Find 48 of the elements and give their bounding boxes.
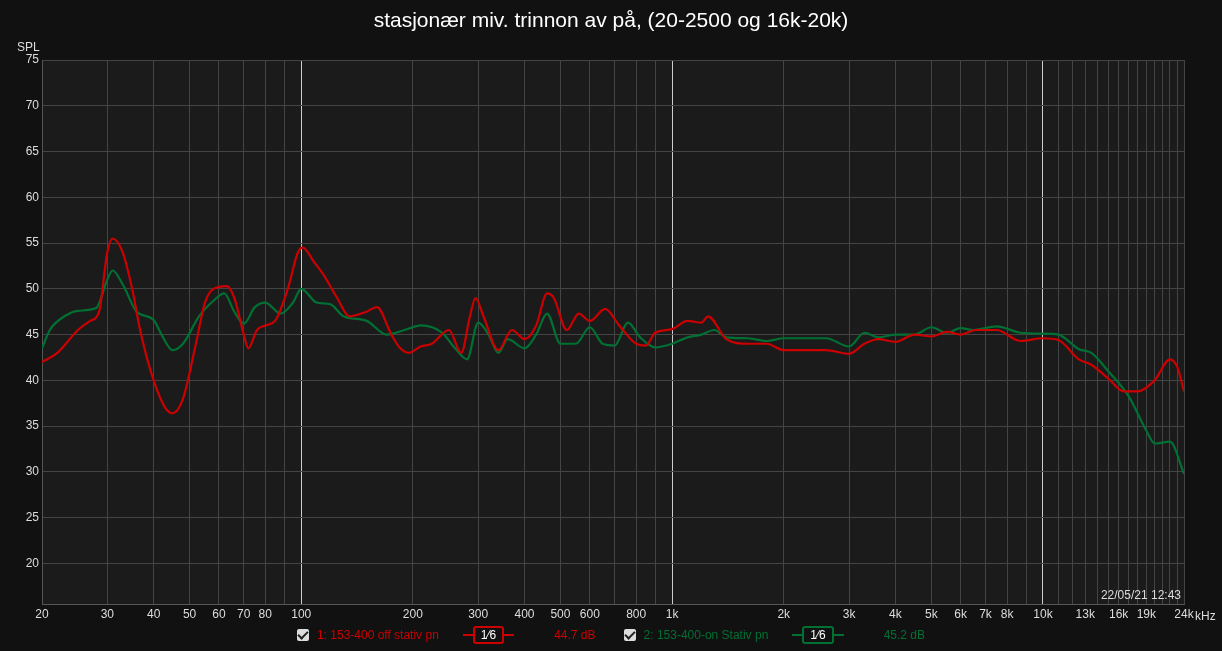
x-tick-label: 19k xyxy=(1136,607,1158,622)
x-tick-label: 500 xyxy=(550,607,571,622)
text: 2: 153-400-on Stativ pn xyxy=(643,628,769,642)
text: 1⁄6 xyxy=(802,626,834,644)
x-tick-label: 3k xyxy=(842,607,857,622)
x-tick-label: 800 xyxy=(626,607,647,622)
x-tick-label: 200 xyxy=(402,607,424,622)
y-tick-label: 55 xyxy=(25,235,40,250)
text: 45.2 dB xyxy=(883,628,926,642)
x-tick-label: 16k xyxy=(1109,607,1130,622)
x-tick-label: 70 xyxy=(237,607,251,622)
x-tick-label: 2k xyxy=(777,607,792,622)
x-tick-label: 1k xyxy=(665,607,680,622)
y-tick-label: 70 xyxy=(25,98,40,113)
x-tick-label: 30 xyxy=(100,607,115,622)
y-tick-label: 25 xyxy=(25,509,40,524)
text: 44.7 dB xyxy=(554,628,596,642)
x-tick-label: 8k xyxy=(1000,607,1015,622)
x-tick-label: 600 xyxy=(579,607,601,622)
x-tick-label: 100 xyxy=(291,607,312,622)
x-tick-label: 50 xyxy=(182,607,197,622)
y-tick-label: 40 xyxy=(25,372,40,387)
chart-title: stasjonær miv. trinnon av på, (20-2500 og 16k-20k) xyxy=(372,8,850,32)
x-tick-label: 40 xyxy=(146,607,161,622)
y-tick-label: 35 xyxy=(25,418,40,433)
x-tick-label: 6k xyxy=(954,607,969,622)
x-tick-label: 300 xyxy=(468,607,489,622)
y-tick-label: 20 xyxy=(25,555,40,570)
x-tick-label: 400 xyxy=(514,607,535,622)
x-tick-label: 10k xyxy=(1033,607,1054,622)
y-tick-label: 30 xyxy=(25,464,40,479)
y-tick-label: 45 xyxy=(25,326,40,341)
y-tick-label: 50 xyxy=(25,281,40,296)
x-axis-title: kHz xyxy=(1195,608,1216,623)
x-tick-label: 5k xyxy=(925,607,939,622)
x-tick-label: 24k xyxy=(1174,607,1195,622)
annotation: 22/05/21 12:43 xyxy=(1100,587,1181,602)
y-tick-label: 60 xyxy=(25,189,40,204)
y-tick-label: 75 xyxy=(25,52,40,67)
y-axis-title: SPL xyxy=(17,40,40,54)
x-tick-label: 80 xyxy=(258,607,273,622)
x-tick-label: 7k xyxy=(979,607,993,622)
x-tick-label: 4k xyxy=(889,607,903,622)
text: 1⁄6 xyxy=(472,626,505,644)
y-tick-label: 65 xyxy=(25,143,40,158)
text: 1: 153-400 off stativ pn xyxy=(316,628,439,642)
x-tick-label: 13k xyxy=(1075,607,1096,622)
x-tick-label: 60 xyxy=(212,607,226,622)
